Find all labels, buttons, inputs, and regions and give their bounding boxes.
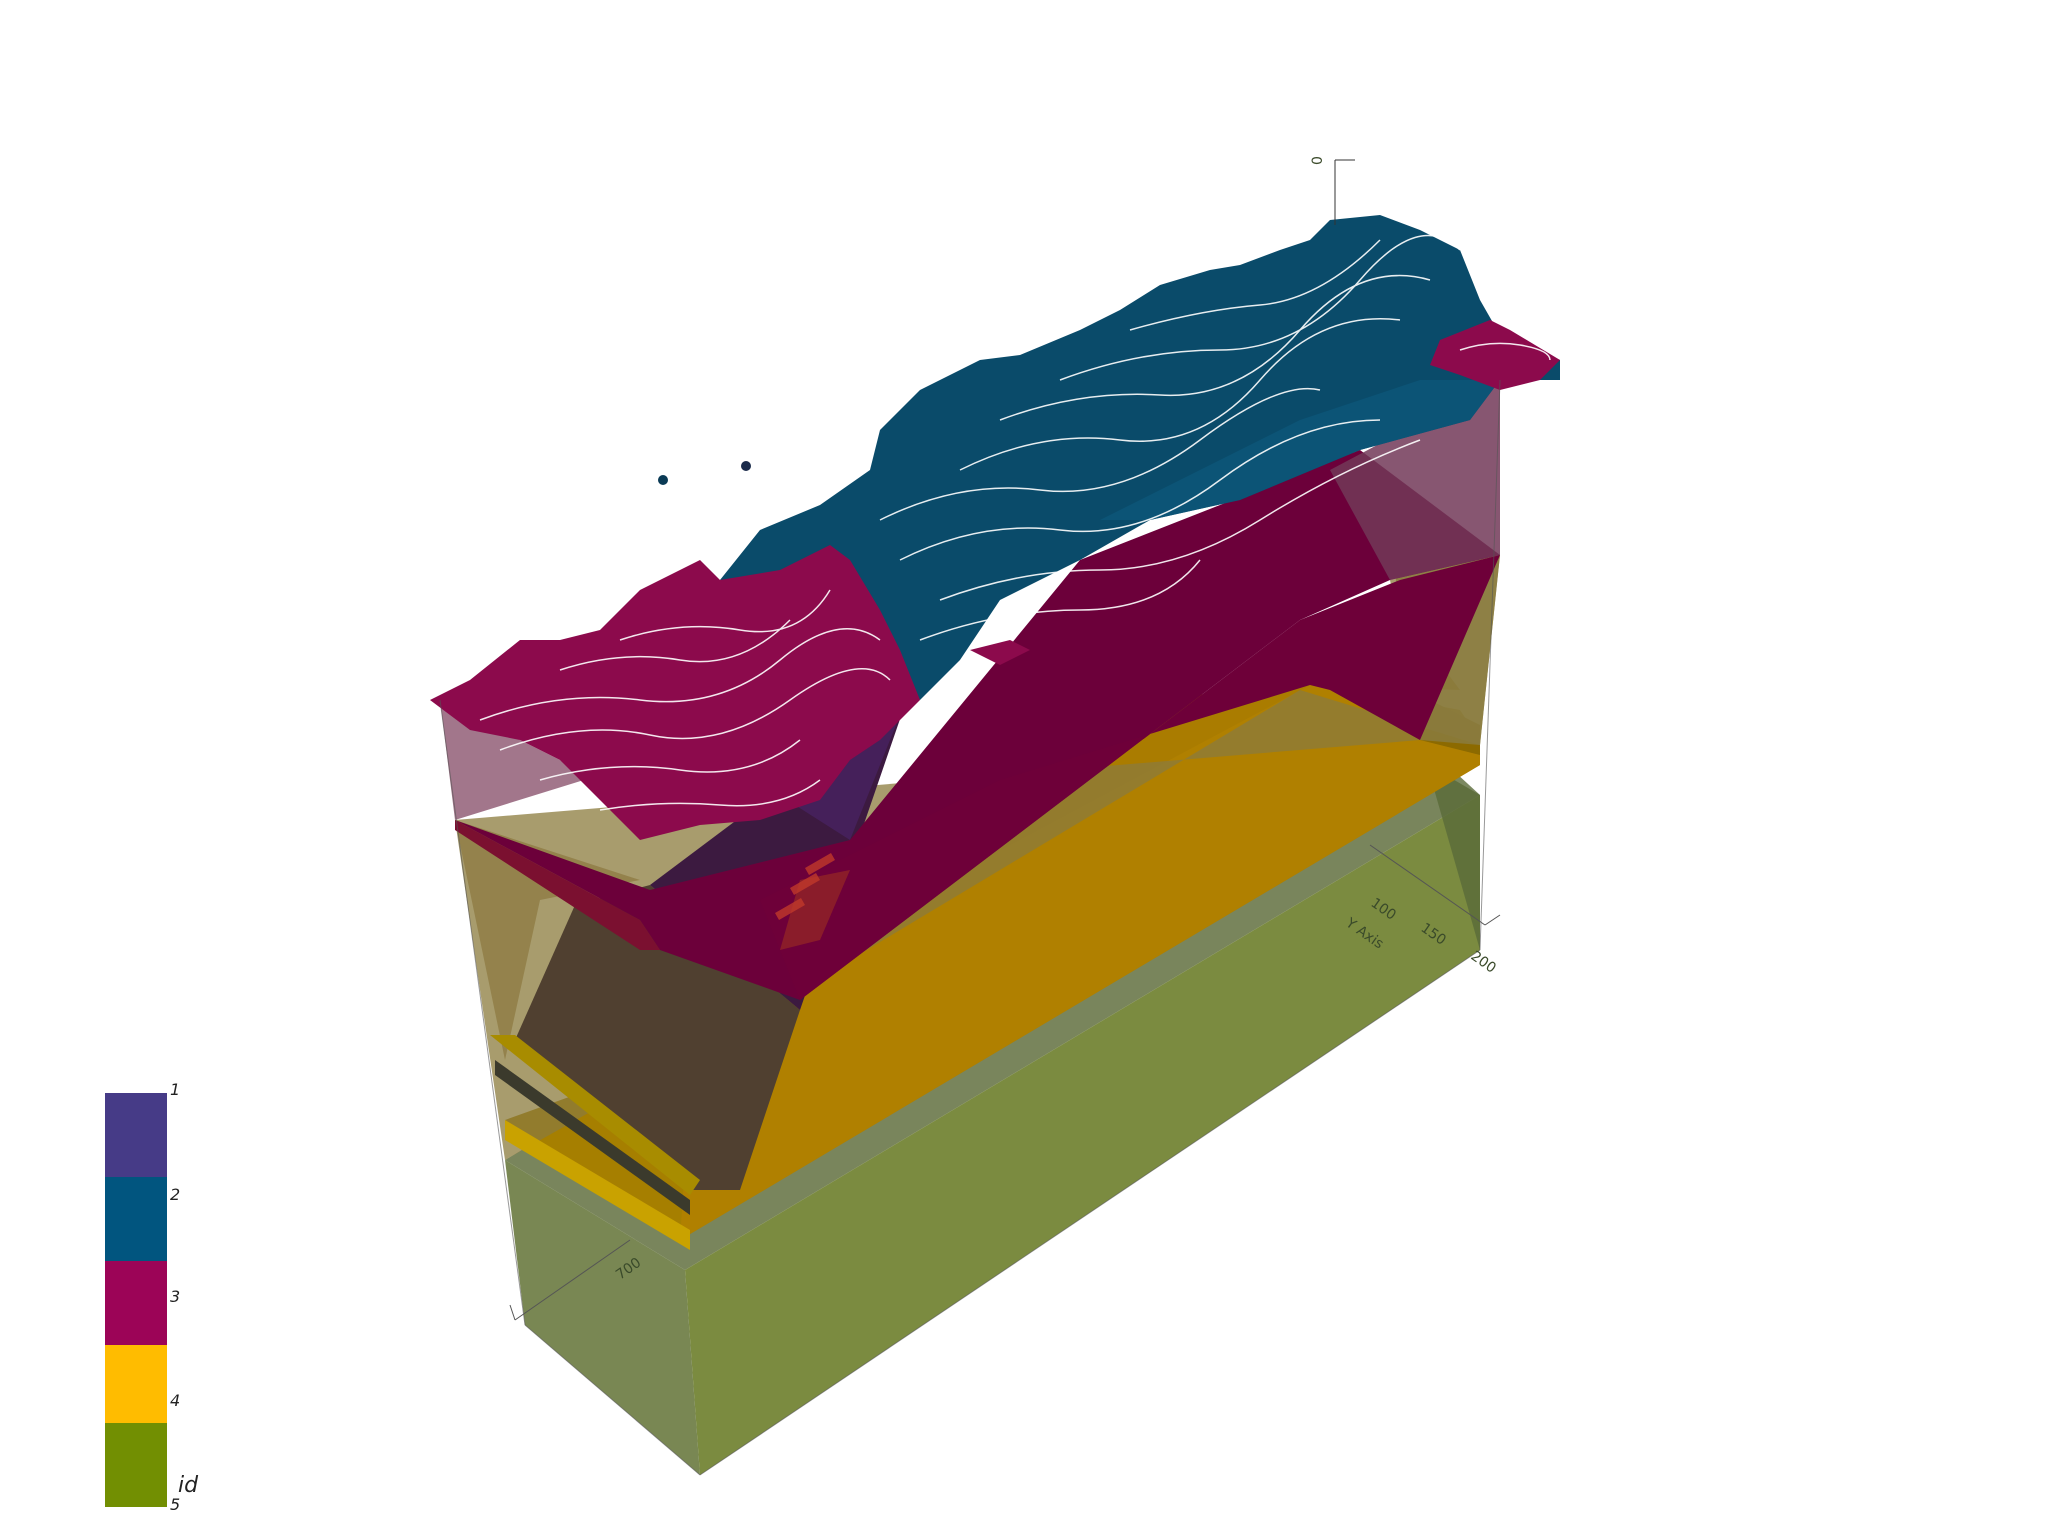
legend-label-4: 4 [170,1391,180,1410]
contour-lines [479,234,1551,811]
bounding-box [439,379,1501,1476]
legend-swatch-2 [105,1177,167,1261]
legend-swatch-3 [105,1261,167,1345]
unit-3-surface [455,450,1500,1000]
z-axis: 0 [1310,156,1355,225]
legend-label-1: 1 [170,1080,180,1099]
legend-swatch-1 [105,1093,167,1177]
z-axis-tick: 0 [1310,156,1326,165]
legend-swatch-4 [105,1345,167,1423]
unit-4-shelf [490,1035,700,1250]
legend-label-5: 5 [170,1495,180,1514]
fault-ledges [775,853,835,920]
topography-unit-3 [430,320,1560,840]
color-legend: 1 2 3 4 5 id [105,1080,199,1514]
legend-swatch-5 [105,1423,167,1507]
scatter-point [658,475,668,485]
legend-label-3: 3 [170,1287,180,1306]
legend-label-2: 2 [170,1185,180,1204]
legend-title: id [178,1473,199,1498]
scatter-point [741,461,751,471]
topography-unit-2 [720,215,1560,700]
